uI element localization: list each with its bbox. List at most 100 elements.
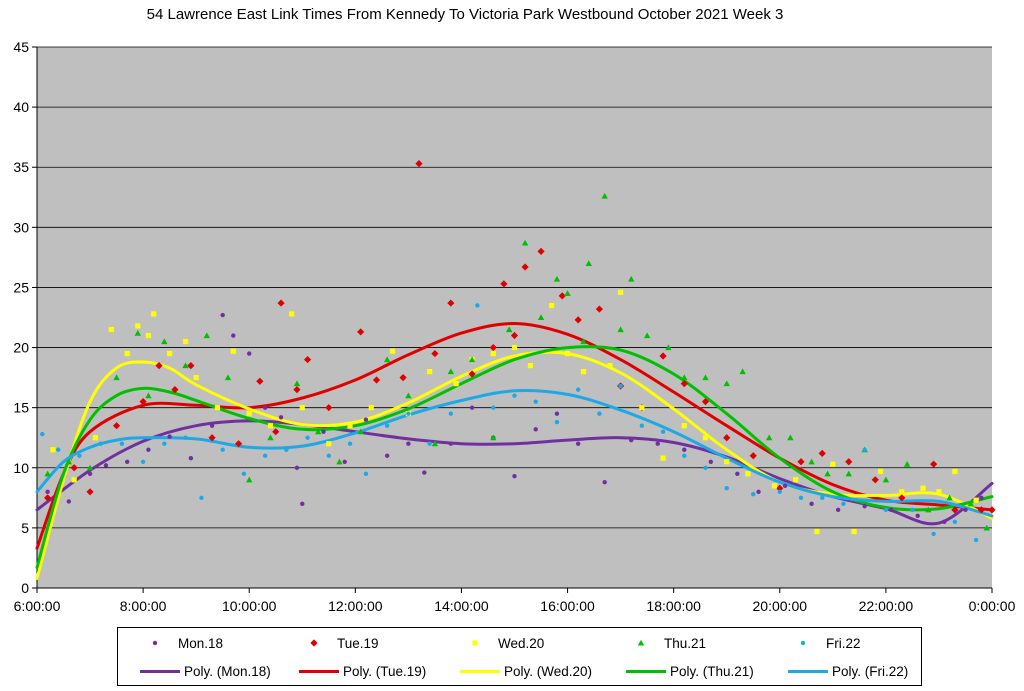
data-point <box>601 192 608 199</box>
legend-item: Thu.21 <box>628 629 706 657</box>
data-point <box>655 441 660 446</box>
data-point <box>862 504 867 509</box>
data-point <box>580 369 587 375</box>
data-point <box>256 377 264 385</box>
y-tick-label: 5 <box>21 520 29 536</box>
data-point <box>77 453 82 458</box>
data-point <box>262 405 268 410</box>
data-point <box>415 160 423 168</box>
legend-label: Wed.20 <box>498 635 545 651</box>
data-point <box>336 458 343 465</box>
legend: Mon.18 Tue.19 Wed.20 Thu.21 Fri.22 Poly. (Mo… <box>117 627 922 686</box>
data-point <box>871 476 879 484</box>
data-point <box>448 441 454 446</box>
data-point <box>66 499 72 504</box>
data-point <box>384 453 390 458</box>
data-point <box>363 417 369 422</box>
data-point <box>952 468 958 474</box>
legend-line <box>299 669 339 673</box>
data-point <box>533 427 538 432</box>
data-point <box>491 405 496 410</box>
series-points-wed-20 <box>50 289 979 535</box>
data-point <box>199 495 204 501</box>
data-point <box>682 447 687 452</box>
data-point <box>745 471 751 477</box>
data-point <box>300 501 305 507</box>
legend-marker-shape <box>637 639 645 646</box>
legend-label: Poly. (Fri.22) <box>832 663 909 679</box>
data-point <box>756 489 761 495</box>
data-point <box>851 528 857 535</box>
data-point <box>512 393 517 398</box>
data-point <box>527 362 534 369</box>
data-point <box>554 419 560 425</box>
data-point <box>284 447 289 452</box>
data-point <box>431 440 439 447</box>
data-point <box>246 411 252 417</box>
data-point <box>739 368 746 375</box>
data-point <box>65 458 73 465</box>
legend-marker <box>800 640 806 646</box>
x-tick-label: 20:00:00 <box>753 598 808 614</box>
data-point <box>751 492 756 497</box>
data-point <box>489 343 497 352</box>
data-point <box>92 435 98 441</box>
data-point <box>453 381 459 387</box>
data-point <box>782 483 788 489</box>
data-point <box>682 453 687 458</box>
x-tick-label: 16:00:00 <box>540 598 595 614</box>
data-point <box>510 331 519 340</box>
data-point <box>267 434 274 441</box>
data-point <box>139 398 147 406</box>
data-point <box>512 473 517 479</box>
data-point <box>708 459 714 464</box>
data-point <box>597 411 602 416</box>
data-point <box>145 392 152 399</box>
legend-marker-shape <box>472 640 478 646</box>
data-point <box>347 441 353 446</box>
data-point <box>183 435 188 440</box>
data-point <box>469 405 475 410</box>
data-point <box>124 459 130 464</box>
trendlines <box>35 321 994 580</box>
data-point <box>389 348 396 354</box>
legend-label: Mon.18 <box>178 635 224 651</box>
data-point <box>776 484 784 492</box>
data-point <box>629 437 634 443</box>
data-point <box>942 519 947 525</box>
data-point <box>447 368 455 375</box>
data-point <box>553 275 561 282</box>
data-point <box>814 528 820 535</box>
y-tick-label: 10 <box>13 460 29 476</box>
data-point <box>230 348 236 354</box>
data-point <box>883 507 889 513</box>
data-point <box>399 374 407 382</box>
data-point <box>882 476 890 483</box>
data-point <box>724 459 730 465</box>
data-point <box>305 435 310 440</box>
y-tick-label: 20 <box>13 340 29 356</box>
data-point <box>171 386 179 394</box>
data-point <box>294 465 300 470</box>
data-point <box>108 326 114 333</box>
data-point <box>798 495 804 501</box>
data-point <box>500 280 508 288</box>
plot-area <box>37 47 992 588</box>
data-point <box>749 452 757 460</box>
legend-row-markers: Mon.18 Tue.19 Wed.20 Thu.21 Fri.22 <box>118 629 921 657</box>
legend-marker <box>152 640 158 646</box>
data-point <box>468 370 476 378</box>
legend-marker <box>310 639 318 647</box>
data-point <box>151 311 157 317</box>
data-point <box>564 290 571 297</box>
y-tick-label: 35 <box>13 159 29 175</box>
legend-label: Poly. (Tue.19) <box>343 663 427 679</box>
data-point <box>973 537 979 543</box>
data-point <box>246 476 253 483</box>
data-point <box>182 362 189 369</box>
data-point <box>575 441 581 446</box>
data-point <box>845 470 852 477</box>
y-tick-label: 0 <box>21 580 29 596</box>
data-point <box>643 332 651 339</box>
